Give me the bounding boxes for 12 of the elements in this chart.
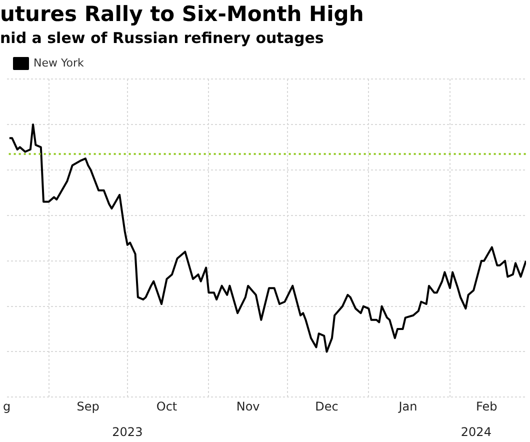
x2-tick-label: 2024 [460,424,492,439]
x-tick-label: Oct [156,400,178,414]
chart-title: utures Rally to Six-Month High [0,1,365,28]
x-tick-label: Sep [76,400,100,414]
x-tick-label: g [2,400,11,414]
x-tick-label: Dec [315,400,338,414]
x-tick-label: Jan [398,400,418,414]
x-tick-label: Feb [476,400,498,414]
x2-tick-label: 2023 [112,424,143,439]
legend-label: New York [34,56,84,70]
x-tick-label: Nov [236,400,260,414]
chart-subtitle: nid a slew of Russian refinery outages [0,28,325,48]
